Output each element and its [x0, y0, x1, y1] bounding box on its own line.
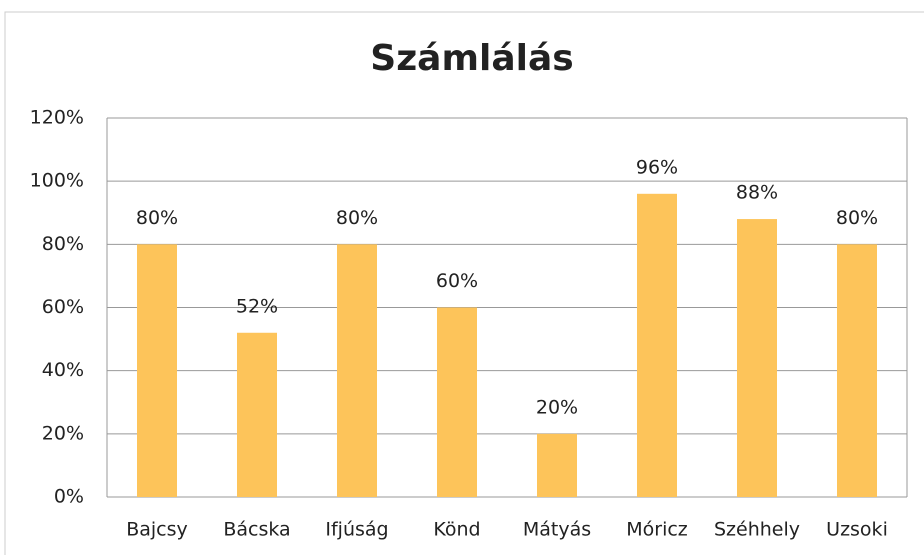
y-tick-label: 40%: [42, 359, 84, 381]
x-tick-label: Bácska: [223, 519, 290, 541]
data-label: 52%: [236, 295, 278, 317]
bar: [637, 193, 677, 498]
bar: [437, 307, 477, 497]
data-label: 80%: [836, 207, 878, 229]
y-tick-label: 80%: [42, 233, 84, 255]
x-tick-label: Könd: [433, 519, 480, 541]
y-tick-label: 60%: [42, 296, 84, 318]
x-tick-label: Széhhely: [714, 519, 800, 541]
bar: [837, 244, 877, 497]
data-label: 88%: [736, 182, 778, 204]
bar: [537, 433, 577, 497]
x-tick-label: Bajcsy: [126, 519, 188, 541]
bar: [237, 332, 277, 497]
data-label: 80%: [136, 207, 178, 229]
bar: [137, 244, 177, 497]
bar: [737, 219, 777, 498]
x-tick-label: Ifjúság: [325, 519, 388, 541]
chart-title: Számlálás: [370, 38, 573, 79]
x-tick-label: Mátyás: [523, 519, 591, 541]
data-label: 20%: [536, 396, 578, 418]
bar: [337, 244, 377, 497]
y-tick-label: 20%: [42, 422, 84, 444]
y-tick-label: 0%: [54, 486, 84, 508]
chart-frame: [4, 11, 924, 555]
data-label: 80%: [336, 207, 378, 229]
data-label: 96%: [636, 156, 678, 178]
y-tick-label: 100%: [30, 170, 84, 192]
x-tick-label: Móricz: [626, 519, 688, 541]
data-label: 60%: [436, 270, 478, 292]
y-tick-label: 120%: [30, 107, 84, 129]
x-tick-label: Uzsoki: [826, 519, 888, 541]
